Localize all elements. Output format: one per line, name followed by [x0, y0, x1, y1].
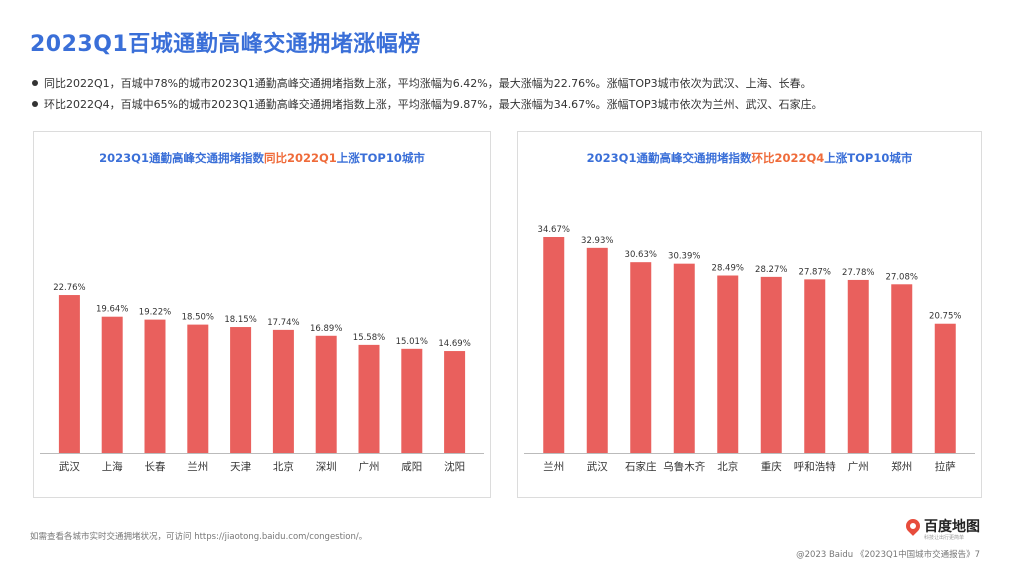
bar: [444, 351, 466, 453]
map-pin-icon: [903, 516, 923, 536]
bar-value-label: 30.39%: [668, 252, 700, 262]
x-tick-label: 广州: [848, 461, 869, 473]
x-tick-label: 天津: [230, 461, 251, 473]
x-tick-label: 呼和浩特: [794, 461, 836, 473]
bar-value-label: 27.08%: [886, 272, 918, 282]
bar-value-label: 15.01%: [396, 337, 428, 347]
x-tick-label: 长春: [145, 461, 166, 473]
bar-value-label: 27.87%: [799, 267, 831, 277]
bar-value-label: 15.58%: [353, 333, 385, 343]
bar-value-label: 32.93%: [581, 236, 613, 246]
bullet-dot: [32, 101, 38, 107]
bar-value-label: 27.78%: [842, 268, 874, 278]
footnote: 如需查看各城市实时交通拥堵状况，可访问 https://jiaotong.bai…: [30, 532, 368, 542]
bar: [401, 348, 423, 453]
bar: [934, 323, 956, 453]
bar-value-label: 30.63%: [625, 250, 657, 260]
logo-name: 百度地图: [924, 519, 980, 535]
bar-value-label: 17.74%: [267, 318, 299, 328]
bar-value-label: 20.75%: [929, 312, 961, 322]
copyright: @2023 Baidu 《2023Q1中国城市交通报告》7: [796, 550, 980, 560]
chart-title-part: 上涨TOP10城市: [336, 151, 425, 165]
bar-value-label: 28.49%: [712, 264, 744, 274]
x-tick-label: 兰州: [187, 460, 208, 473]
chart-title-part: 上涨TOP10城市: [824, 151, 913, 165]
x-tick-label: 北京: [273, 460, 294, 473]
summary-text-qoq: 环比2022Q4，百城中65%的城市2023Q1通勤高峰交通拥堵指数上涨，平均涨…: [44, 98, 823, 111]
bar: [891, 284, 913, 453]
bar: [673, 263, 695, 453]
x-tick-label: 拉萨: [935, 460, 956, 473]
bar: [543, 237, 565, 453]
yoy-chart-title: 2023Q1通勤高峰交通拥堵指数同比2022Q1上涨TOP10城市: [34, 150, 490, 166]
bar-value-label: 18.50%: [182, 313, 214, 323]
summary-bullet-qoq: 环比2022Q4，百城中65%的城市2023Q1通勤高峰交通拥堵指数上涨，平均涨…: [32, 96, 823, 112]
bar: [804, 279, 826, 453]
x-tick-label: 上海: [102, 460, 123, 473]
x-tick-label: 兰州: [543, 460, 564, 473]
bar-value-label: 18.15%: [224, 315, 256, 325]
bullet-dot: [32, 80, 38, 86]
bar: [144, 319, 166, 453]
x-tick-label: 北京: [717, 460, 738, 473]
bar: [760, 276, 782, 453]
x-tick-label: 武汉: [587, 460, 608, 473]
qoq-bar-chart: 34.67% 兰州 32.93% 武汉 30.63% 石家庄 30.39% 乌鲁木齐 28.49…: [524, 225, 975, 473]
yoy-chart-panel: 2023Q1通勤高峰交通拥堵指数同比2022Q1上涨TOP10城市 22.76%…: [33, 131, 491, 498]
bar-value-label: 19.64%: [96, 305, 128, 315]
bar-value-label: 28.27%: [755, 265, 787, 275]
bar: [847, 279, 869, 453]
bar: [187, 324, 209, 453]
qoq-chart-title: 2023Q1通勤高峰交通拥堵指数环比2022Q4上涨TOP10城市: [518, 150, 981, 166]
x-tick-label: 武汉: [59, 460, 80, 473]
logo-tagline: 科技让出行更简单: [924, 535, 965, 541]
bar-value-label: 19.22%: [139, 308, 171, 318]
chart-title-part: 2023Q1通勤高峰交通拥堵指数: [99, 151, 264, 165]
bar-value-label: 16.89%: [310, 324, 342, 334]
bar: [717, 275, 739, 453]
chart-title-highlight: 同比2022Q1: [263, 151, 337, 165]
x-tick-label: 咸阳: [401, 461, 422, 473]
bar: [272, 329, 294, 453]
bar: [230, 327, 252, 453]
bar: [586, 247, 608, 453]
bar: [58, 295, 80, 453]
bar-value-label: 34.67%: [538, 225, 570, 235]
x-tick-label: 深圳: [316, 461, 337, 473]
x-tick-label: 沈阳: [444, 460, 465, 473]
bar-value-label: 14.69%: [438, 339, 470, 349]
bar: [315, 335, 337, 453]
chart-title-part: 2023Q1通勤高峰交通拥堵指数: [586, 151, 752, 165]
qoq-chart-panel: 2023Q1通勤高峰交通拥堵指数环比2022Q4上涨TOP10城市 34.67%…: [517, 131, 982, 498]
bar: [630, 262, 652, 453]
chart-title-highlight: 环比2022Q4: [751, 151, 825, 165]
x-tick-label: 乌鲁木齐: [663, 460, 705, 473]
x-tick-label: 重庆: [761, 460, 782, 473]
summary-text-yoy: 同比2022Q1，百城中78%的城市2023Q1通勤高峰交通拥堵指数上涨，平均涨…: [44, 77, 812, 90]
summary-bullet-yoy: 同比2022Q1，百城中78%的城市2023Q1通勤高峰交通拥堵指数上涨，平均涨…: [32, 75, 812, 91]
x-tick-label: 广州: [359, 461, 380, 473]
baidu-map-logo: 百度地图 科技让出行更简单: [903, 516, 986, 542]
yoy-bar-chart: 22.76% 武汉 19.64% 上海 19.22% 长春 18.50% 兰州 18.15% 天津…: [40, 283, 484, 473]
x-tick-label: 郑州: [891, 460, 912, 473]
bar: [101, 316, 123, 453]
page-title: 2023Q1百城通勤高峰交通拥堵涨幅榜: [30, 32, 421, 57]
x-tick-label: 石家庄: [625, 460, 657, 473]
bar-value-label: 22.76%: [53, 283, 85, 293]
bar: [358, 344, 380, 453]
